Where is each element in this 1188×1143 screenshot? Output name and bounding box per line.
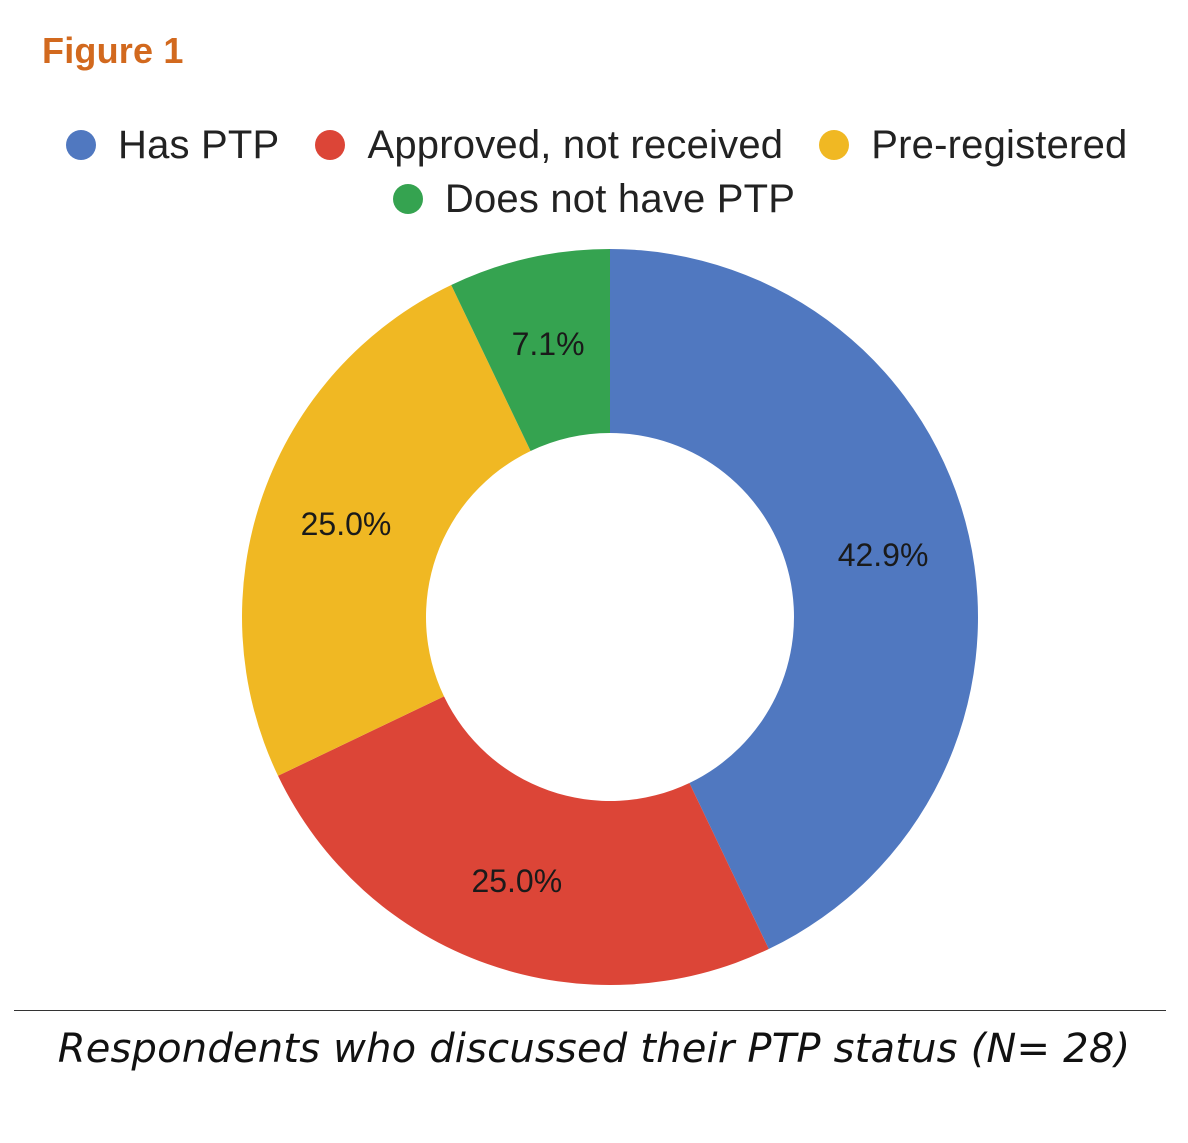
legend-item-does-not-have-ptp: Does not have PTP bbox=[392, 176, 796, 222]
donut-chart: 42.9% 25.0% 25.0% 7.1% bbox=[242, 249, 978, 985]
legend-label-pre-registered: Pre-registered bbox=[871, 122, 1128, 167]
legend-item-approved-not-received: Approved, not received bbox=[315, 123, 783, 168]
legend-label-does-not-have-ptp: Does not have PTP bbox=[444, 176, 796, 221]
legend-swatch-approved-not-received bbox=[315, 130, 346, 160]
legend-swatch-has-ptp bbox=[66, 130, 96, 160]
legend-label-has-ptp: Has PTP bbox=[118, 122, 280, 167]
legend-label-approved-not-received: Approved, not received bbox=[367, 122, 784, 167]
slice-label-does-not-have-ptp: 7.1% bbox=[512, 326, 585, 362]
legend-row: Does not have PTP bbox=[0, 172, 1188, 226]
slice-label-approved-not-received: 25.0% bbox=[471, 863, 562, 899]
donut-slice-pre-registered bbox=[242, 285, 531, 776]
chart-legend: Has PTP Approved, not received Pre-regis… bbox=[0, 118, 1188, 226]
slice-label-pre-registered: 25.0% bbox=[301, 506, 392, 542]
legend-swatch-does-not-have-ptp bbox=[392, 184, 423, 214]
figure-caption: Respondents who discussed their PTP stat… bbox=[57, 1026, 1131, 1072]
donut-slice-does-not-have-ptp bbox=[451, 249, 610, 452]
legend-swatch-pre-registered bbox=[819, 130, 850, 160]
legend-row: Has PTP Approved, not received Pre-regis… bbox=[0, 118, 1188, 172]
legend-item-has-ptp: Has PTP bbox=[66, 123, 279, 168]
caption-divider bbox=[14, 1010, 1166, 1011]
donut-slice-approved-not-received bbox=[278, 696, 769, 985]
donut-slice-has-ptp bbox=[610, 249, 978, 949]
legend-item-pre-registered: Pre-registered bbox=[819, 123, 1127, 168]
slice-label-has-ptp: 42.9% bbox=[838, 537, 929, 573]
figure-label: Figure 1 bbox=[42, 30, 184, 71]
